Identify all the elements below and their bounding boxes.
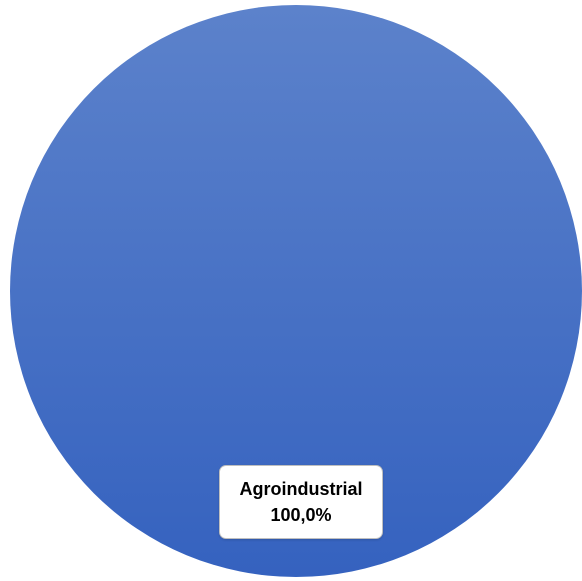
slice-value-label: 100,0% bbox=[270, 505, 332, 525]
slice-data-label: Agroindustrial 100,0% bbox=[219, 465, 383, 539]
slice-category-label: Agroindustrial bbox=[239, 479, 363, 499]
pie-slice-agroindustrial bbox=[10, 5, 582, 577]
pie-slices bbox=[10, 5, 582, 577]
